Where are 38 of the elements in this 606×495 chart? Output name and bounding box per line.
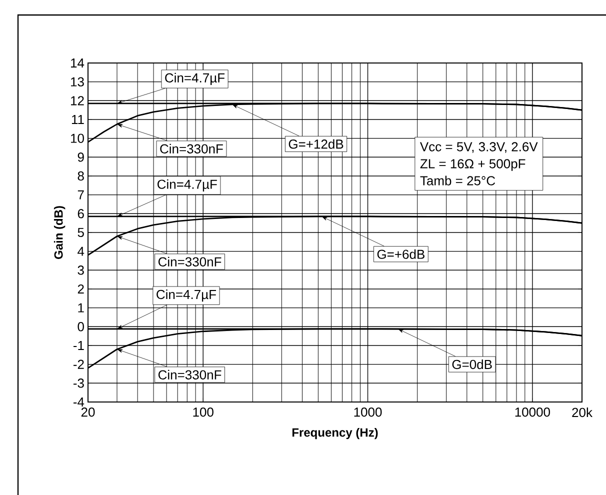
y-tick-label: 3 xyxy=(78,266,84,275)
y-tick-label: 2 xyxy=(78,284,84,294)
annotation: Cin=330nF xyxy=(158,370,222,380)
x-tick-label: 20k xyxy=(572,408,592,418)
y-tick-label: -1 xyxy=(73,341,84,350)
x-tick-label: 1000 xyxy=(354,408,382,417)
annotation: Cin=4.7µF xyxy=(165,72,225,86)
y-tick-label: 5 xyxy=(78,228,84,238)
y-tick-label: 8 xyxy=(78,171,84,181)
annotation: Cin=4.7µF xyxy=(156,290,216,302)
annotation: G=0dB xyxy=(452,360,492,370)
y-tick-label: 14 xyxy=(71,58,84,68)
y-tick-label: 12 xyxy=(71,96,84,106)
y-tick-label: -2 xyxy=(73,360,84,369)
annotation: Vcc = 5V, 3.3V, 2.6V xyxy=(420,142,538,153)
x-tick-label: 100 xyxy=(193,408,214,417)
annotation: Cin=330nF xyxy=(158,256,222,266)
y-tick-label: 7 xyxy=(78,190,84,200)
annotation: Cin=330nF xyxy=(160,144,223,154)
y-tick-label: 4 xyxy=(78,246,84,256)
x-tick-label: 20 xyxy=(81,408,95,417)
annotation: G=+6dB xyxy=(377,249,424,259)
y-tick-label: 6 xyxy=(78,209,84,218)
y-tick-label: 13 xyxy=(71,77,84,86)
annotation: ZL = 16Ω + 500pF xyxy=(420,159,526,171)
y-axis-title: Gain (dB) xyxy=(54,206,66,259)
x-tick-label: 10000 xyxy=(515,408,550,417)
y-tick-label: -4 xyxy=(73,398,84,406)
y-tick-label: 9 xyxy=(78,152,84,162)
annotation: Tamb = 25°C xyxy=(420,176,496,186)
annotation: Cin=4.7µF xyxy=(158,179,217,192)
y-tick-label: 0 xyxy=(78,322,84,332)
annotation: G=+12dB xyxy=(288,139,344,149)
y-tick-label: -3 xyxy=(73,378,84,388)
x-axis-title: Frequency (Hz) xyxy=(292,428,378,440)
y-tick-label: 1 xyxy=(78,303,84,312)
y-tick-label: 11 xyxy=(72,115,84,124)
y-tick-label: 10 xyxy=(71,134,84,143)
